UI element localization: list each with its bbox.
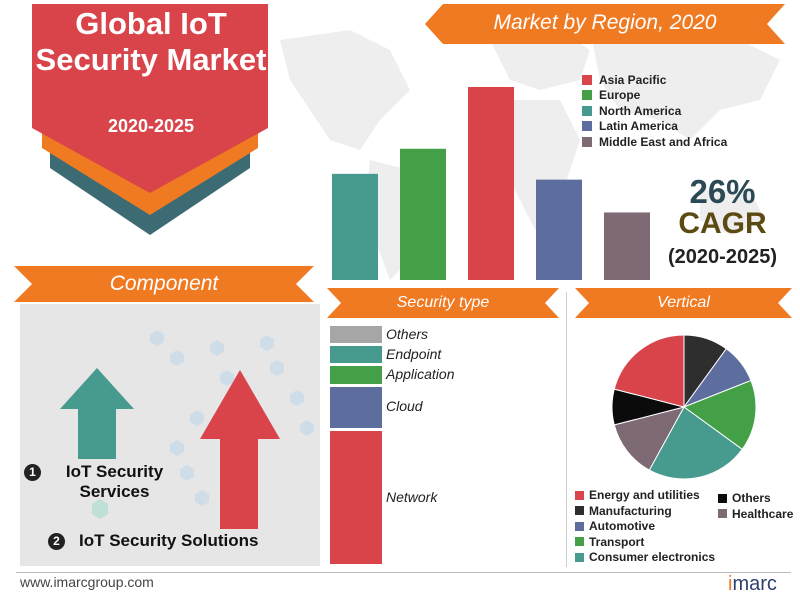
region-banner: Market by Region, 2020: [425, 4, 785, 44]
cagr-label: CAGR: [678, 207, 767, 240]
slice-energy-and-utilities: [613, 334, 685, 408]
region-bar-chart: [332, 87, 650, 280]
segment-application: [330, 366, 382, 384]
legend-swatch: [582, 121, 592, 132]
slice-healthcare: [613, 406, 685, 471]
footer-url: www.imarcgroup.com: [20, 574, 154, 590]
segment-network: [330, 431, 382, 564]
legend-item-healthcare: Healthcare: [718, 507, 793, 521]
bar-europe: [400, 148, 446, 280]
component-item-solutions: 2 IoT Security Solutions: [48, 531, 320, 551]
legend-item-transport: Transport: [575, 535, 644, 549]
bar-asia-pacific: [468, 87, 514, 280]
legend-item-energy-and-utilities: Energy and utilities: [575, 488, 700, 502]
legend-item-automotive: Automotive: [575, 519, 655, 533]
legend-label: Automotive: [589, 519, 655, 533]
vertical-pie-chart: [611, 334, 757, 480]
security-banner-label: Security type: [396, 294, 490, 311]
segment-cloud: [330, 386, 382, 429]
legend-swatch: [575, 506, 584, 515]
component-illustration: [60, 330, 314, 529]
security-type-chart: Others Endpoint Application Cloud Network: [330, 326, 560, 566]
security-banner: Security type: [327, 288, 559, 318]
segment-label-network: Network: [386, 488, 438, 505]
legend-swatch: [718, 493, 727, 503]
vertical-banner: Vertical: [575, 288, 792, 318]
legend-label: Asia Pacific: [599, 72, 667, 87]
component-banner: Component: [14, 266, 314, 302]
bar-latin-america: [536, 179, 582, 280]
legend-item-europe: Europe: [582, 88, 727, 104]
legend-label: Middle East and Africa: [599, 134, 728, 149]
legend-swatch: [582, 74, 592, 85]
legend-swatch: [575, 521, 584, 531]
legend-swatch: [575, 552, 584, 562]
badge-title: Global IoT Security Market: [35, 6, 267, 77]
segment-label-others: Others: [386, 325, 429, 342]
arrow-up-teal-icon: [60, 368, 134, 459]
component-item-solutions-label: IoT Security Solutions: [79, 531, 259, 550]
legend-swatch: [582, 90, 592, 101]
legend-label: Healthcare: [732, 506, 794, 521]
bar-north-america: [332, 173, 378, 280]
segment-others: [330, 326, 382, 344]
cagr-period: (2020-2025): [668, 246, 777, 268]
logo-text: marc: [732, 573, 777, 595]
logo-i: i: [728, 573, 733, 595]
cagr-value: 26%: [689, 173, 756, 210]
arrow-up-red-icon: [200, 370, 280, 529]
segment-label-application: Application: [386, 365, 455, 382]
number-one-icon: 1: [24, 464, 41, 482]
legend-item-asia-pacific: Asia Pacific: [582, 72, 727, 88]
segment-label-endpoint: Endpoint: [386, 345, 442, 362]
footer-divider: [16, 572, 791, 573]
legend-item-manufacturing: Manufacturing: [575, 504, 672, 518]
legend-swatch: [718, 509, 727, 518]
legend-swatch: [575, 490, 584, 500]
region-legend: Asia Pacific Europe North America Latin Ame…: [582, 72, 727, 150]
component-item-services: 1 IoT Security Services: [24, 462, 204, 502]
legend-label: Others: [732, 491, 771, 505]
title-badge: [32, 4, 268, 235]
legend-label: North America: [599, 103, 682, 118]
legend-item-middle-east-and-africa: Middle East and Africa: [582, 134, 727, 150]
region-banner-label: Market by Region, 2020: [493, 11, 717, 34]
divider: [566, 292, 567, 567]
legend-swatch: [582, 105, 592, 116]
slice-transport: [682, 379, 757, 451]
vertical-banner-label: Vertical: [657, 294, 710, 311]
hexagon-pattern: [92, 330, 314, 519]
legend-swatch: [575, 537, 584, 546]
legend-label: Transport: [589, 534, 645, 549]
legend-label: Consumer electronics: [589, 550, 716, 564]
number-two-icon: 2: [48, 533, 65, 551]
slice-consumer-electronics: [648, 406, 743, 480]
legend-item-consumer-electronics: Consumer electronics: [575, 550, 715, 564]
badge-years: 2020-2025: [107, 116, 195, 136]
legend-label: Europe: [599, 88, 641, 103]
legend-label: Manufacturing: [589, 503, 672, 518]
cagr-block: 26% CAGR (2020-2025): [655, 175, 790, 271]
segment-endpoint: [330, 346, 382, 364]
legend-label: Energy and utilities: [589, 488, 700, 502]
legend-item-latin-america: Latin America: [582, 119, 727, 135]
component-banner-label: Component: [109, 272, 219, 295]
bar-middle-east-and-africa: [604, 212, 650, 280]
component-panel: 1 IoT Security Services 2 IoT Security Sol…: [20, 304, 320, 566]
legend-item-others: Others: [718, 491, 771, 505]
imarc-logo: imarc: [728, 573, 777, 596]
legend-label: Latin America: [599, 119, 678, 134]
component-item-services-label: IoT Security Services: [65, 462, 164, 501]
legend-item-north-america: North America: [582, 103, 727, 119]
vertical-legend: Energy and utilities Others Manufacturing H…: [575, 488, 797, 568]
segment-label-cloud: Cloud: [386, 398, 423, 415]
legend-swatch: [582, 136, 592, 147]
